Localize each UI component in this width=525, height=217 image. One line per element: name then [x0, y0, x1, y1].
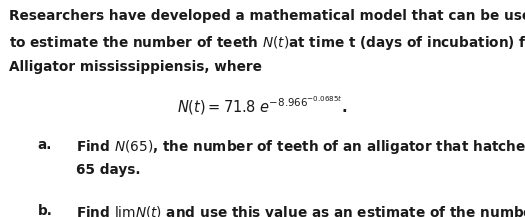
Text: Researchers have developed a mathematical model that can be used: Researchers have developed a mathematica…: [9, 9, 525, 23]
Text: a.: a.: [38, 138, 52, 152]
Text: Find $N(65)$, the number of teeth of an alligator that hatched after: Find $N(65)$, the number of teeth of an …: [76, 138, 525, 156]
Text: b.: b.: [38, 204, 52, 217]
Text: 65 days.: 65 days.: [76, 163, 141, 177]
Text: Find $\lim_{t\to\infty} N(t)$ and use this value as an estimate of the number: Find $\lim_{t\to\infty} N(t)$ and use th…: [76, 204, 525, 217]
Text: Alligator mississippiensis, where: Alligator mississippiensis, where: [9, 60, 262, 74]
Text: to estimate the number of teeth $N(t)$at time t (days of incubation) for: to estimate the number of teeth $N(t)$at…: [9, 34, 525, 52]
Text: $N(t) = 71.8\; e^{-8.966^{-0.0685t}}$.: $N(t) = 71.8\; e^{-8.966^{-0.0685t}}$.: [177, 94, 348, 117]
